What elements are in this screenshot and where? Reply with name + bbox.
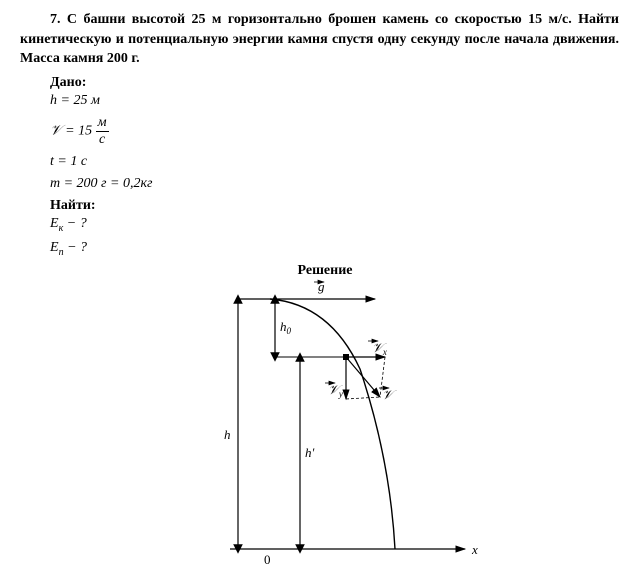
- x-axis-label: x: [471, 542, 478, 557]
- h-prime-label: h′: [305, 445, 315, 460]
- given-label: Дано:: [50, 75, 619, 91]
- find-ek: Eк − ?: [50, 216, 619, 234]
- problem-statement: 7. С башни высотой 25 м горизонтально бр…: [20, 10, 619, 69]
- given-h: h = 25 м: [50, 93, 619, 109]
- diagram-svg: x 0 h g h0 h′ 𝒱x 𝒱y 𝒱: [200, 279, 500, 569]
- given-t: t = 1 с: [50, 154, 619, 170]
- find-label: Найти:: [50, 198, 619, 214]
- dash-bottom: [346, 397, 380, 399]
- given-v-den: с: [96, 132, 109, 148]
- solution-label: Решение: [200, 263, 450, 279]
- find-ep: Eп − ?: [50, 240, 619, 258]
- v-label: 𝒱: [382, 387, 397, 402]
- given-m: m = 200 г = 0,2кг: [50, 176, 619, 192]
- v-vector: [346, 357, 380, 397]
- problem-number: 7.: [50, 12, 61, 27]
- given-section: Дано: h = 25 м 𝒱 = 15 м с t = 1 с m = 20…: [50, 75, 619, 258]
- h-label: h: [224, 427, 231, 442]
- given-v-fraction: м с: [96, 115, 109, 148]
- given-velocity: 𝒱 = 15 м с: [50, 115, 619, 148]
- g-top-label: g: [318, 279, 325, 294]
- given-v-num: м: [96, 115, 109, 132]
- origin-label: 0: [264, 552, 271, 567]
- problem-text: С башни высотой 25 м горизонтально броше…: [20, 12, 619, 66]
- vx-label: 𝒱x: [372, 340, 387, 357]
- h0-label: h0: [280, 319, 292, 336]
- vy-label: 𝒱y: [328, 382, 343, 399]
- trajectory-diagram: x 0 h g h0 h′ 𝒱x 𝒱y 𝒱: [200, 279, 500, 579]
- trajectory-curve: [270, 299, 395, 549]
- given-v-value: 𝒱 = 15: [50, 124, 92, 139]
